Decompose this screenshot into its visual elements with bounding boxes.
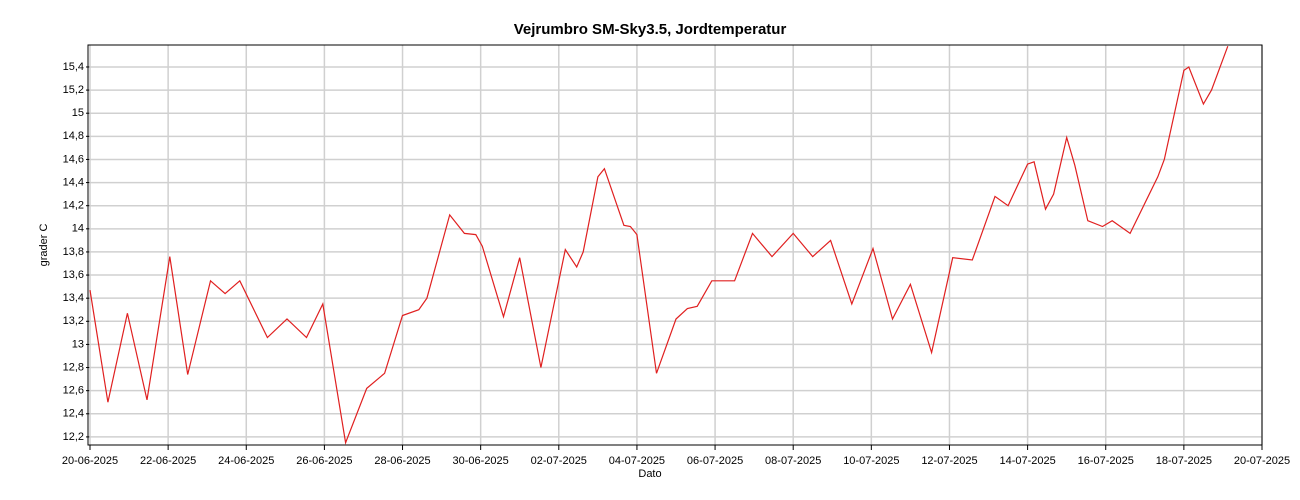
x-tick-label: 20-07-2025	[1234, 455, 1290, 467]
x-tick-label: 20-06-2025	[62, 455, 118, 467]
y-tick-label: 14	[72, 223, 84, 235]
y-tick-label: 14,8	[63, 130, 84, 142]
y-tick-label: 15,4	[63, 61, 84, 73]
y-tick-label: 12,8	[63, 361, 84, 373]
y-tick-label: 15,2	[63, 84, 84, 96]
y-axis-label: grader C	[38, 224, 50, 267]
plot-frame	[87, 44, 1263, 446]
x-tick-label: 06-07-2025	[687, 455, 743, 467]
x-tick-label: 28-06-2025	[374, 455, 430, 467]
x-tick-label: 26-06-2025	[296, 455, 352, 467]
y-tick-label: 13	[72, 338, 84, 350]
x-tick-label: 18-07-2025	[1156, 455, 1212, 467]
x-tick-label: 12-07-2025	[921, 455, 977, 467]
y-tick-label: 13,4	[63, 292, 84, 304]
y-tick-label: 14,4	[63, 176, 84, 188]
line	[89, 45, 1229, 445]
x-tick-label: 16-07-2025	[1078, 455, 1134, 467]
x-tick-label: 14-07-2025	[999, 455, 1055, 467]
y-tick-label: 13,2	[63, 315, 84, 327]
x-tick-label: 08-07-2025	[765, 455, 821, 467]
y-tick-label: 15	[72, 107, 84, 119]
y-tick-label: 13,6	[63, 269, 84, 281]
y-tick-label: 14,2	[63, 200, 84, 212]
y-tick-label: 12,4	[63, 408, 84, 420]
x-tick-label: 04-07-2025	[609, 455, 665, 467]
y-tick-label: 14,6	[63, 153, 84, 165]
x-tick-label: 30-06-2025	[453, 455, 509, 467]
y-tick-label: 12,2	[63, 431, 84, 443]
x-tick-label: 24-06-2025	[218, 455, 274, 467]
chart-title: Vejrumbro SM-Sky3.5, Jordtemperatur	[514, 21, 787, 38]
x-tick-label: 02-07-2025	[531, 455, 587, 467]
x-tick-label: 10-07-2025	[843, 455, 899, 467]
x-axis-label: Dato	[638, 468, 661, 480]
y-tick-label: 13,8	[63, 246, 84, 258]
y-tick-label: 12,6	[63, 385, 84, 397]
x-tick-label: 22-06-2025	[140, 455, 196, 467]
